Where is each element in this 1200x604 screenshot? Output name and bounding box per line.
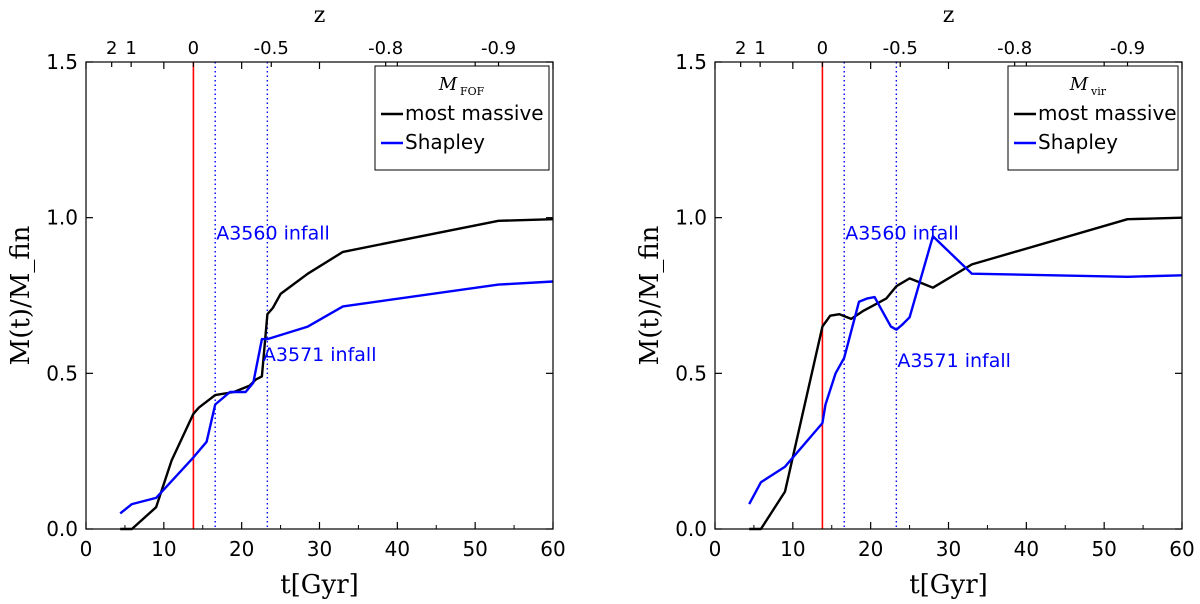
legend-box [1007,65,1179,171]
top-tick-label: 1 [754,38,765,59]
most-massive-series-line [749,216,1183,531]
x-tick-label: 60 [540,537,565,561]
x-tick-label: 40 [1014,537,1039,561]
shapley-series-line [748,235,1183,505]
x-tick-label: 60 [1169,537,1194,561]
top-axis-title: z [943,3,955,28]
a3571-annotation: A3571 infall [897,350,1011,372]
x-tick-label: 30 [936,537,961,561]
top-tick-label: 0 [188,38,199,59]
y-tick-label: 1.5 [675,50,707,74]
x-axis-title: t[Gyr] [909,570,988,600]
legend-title: M [438,74,458,95]
top-tick-label: -0.8 [997,38,1032,59]
top-tick-label: -0.9 [1110,38,1145,59]
legend-entry-label: most massive [405,101,544,125]
y-tick-label: 0.5 [675,361,707,385]
top-tick-label: -0.8 [368,38,403,59]
y-axis-title: M(t)/M_fin [635,225,665,365]
top-tick-label: 0 [817,38,828,59]
x-tick-label: 40 [385,537,410,561]
x-tick-label: 30 [307,537,332,561]
top-tick-label: -0.5 [883,38,918,59]
x-tick-label: 10 [151,537,176,561]
x-tick-label: 50 [462,537,487,561]
y-tick-label: 0.0 [46,517,78,541]
top-tick-label: 1 [125,38,136,59]
x-tick-label: 0 [80,537,93,561]
x-tick-label: 50 [1091,537,1116,561]
x-tick-label: 20 [229,537,254,561]
a3571-annotation: A3571 infall [263,344,377,366]
top-tick-label: 2 [106,38,117,59]
legend-entry-label: most massive [1038,101,1177,125]
top-tick-label: -0.5 [254,38,289,59]
top-tick-label: 2 [735,38,746,59]
shapley-series-line [119,280,554,515]
y-tick-label: 0.5 [46,361,78,385]
x-tick-label: 0 [709,537,722,561]
legend-entry-label: Shapley [1038,130,1118,154]
x-tick-label: 10 [780,537,805,561]
top-tick-label: -0.9 [481,38,516,59]
x-axis-title: t[Gyr] [280,570,359,600]
legend-title-subscript: vir [1090,85,1107,98]
legend-title: M [1069,74,1089,95]
y-tick-label: 1.0 [46,206,78,230]
x-tick-label: 20 [858,537,883,561]
a3560-annotation: A3560 infall [845,222,959,244]
legend-entry-label: Shapley [405,130,485,154]
y-tick-label: 0.0 [675,517,707,541]
y-axis-title: M(t)/M_fin [6,225,36,365]
legend-box [374,65,550,171]
y-tick-label: 1.5 [46,50,78,74]
y-tick-label: 1.0 [675,206,707,230]
top-axis-title: z [314,3,326,28]
most-massive-series-line [120,218,554,531]
legend-title-subscript: FOF [460,85,485,98]
a3560-annotation: A3560 infall [216,222,330,244]
